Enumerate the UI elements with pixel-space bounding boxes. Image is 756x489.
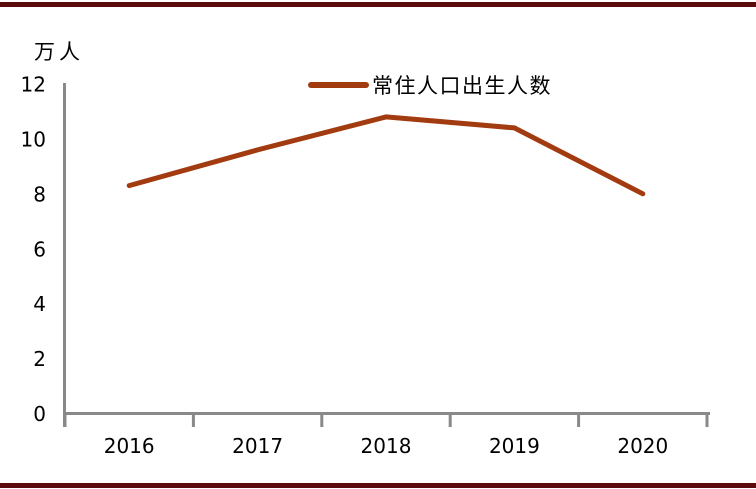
top-border-rule: [0, 2, 756, 7]
x-tick-label: 2019: [489, 434, 540, 458]
x-tick-label: 2018: [361, 434, 412, 458]
y-tick-label: 10: [21, 127, 46, 151]
y-tick-label: 8: [33, 182, 46, 206]
x-tick-label: 2016: [104, 434, 155, 458]
legend-line-swatch: [308, 82, 369, 88]
data-line: [126, 114, 646, 197]
x-tick-label: 2020: [617, 434, 668, 458]
bottom-border-rule: [0, 483, 756, 488]
y-tick-label: 0: [33, 402, 46, 426]
x-tick-label: 2017: [232, 434, 283, 458]
y-tick-label: 2: [33, 347, 46, 371]
y-tick-label: 12: [21, 73, 46, 97]
legend: 常住人口出生人数: [308, 70, 552, 100]
y-tick-label: 4: [33, 292, 46, 316]
legend-label: 常住人口出生人数: [372, 74, 552, 98]
y-tick-label: 6: [33, 237, 46, 261]
y-axis-unit-label: 万人: [34, 40, 84, 64]
